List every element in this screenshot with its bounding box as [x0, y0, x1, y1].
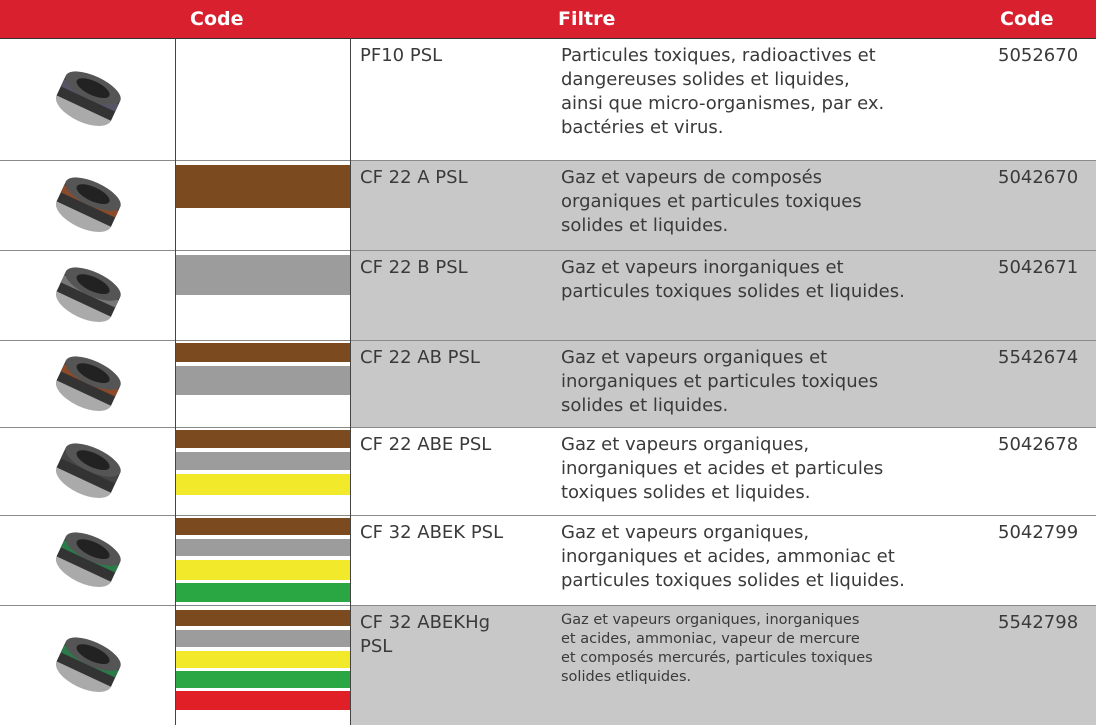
- filter-image: [55, 443, 121, 499]
- filter-description: dangereuses solides et liquides,: [561, 69, 850, 90]
- filter-code: 5052670: [998, 45, 1079, 66]
- row-separator: [0, 38, 1096, 39]
- color-band: [176, 583, 350, 602]
- filter-description: et acides, ammoniac, vapeur de mercure: [561, 631, 860, 647]
- filter-name: CF 32 ABEK PSL: [360, 522, 504, 543]
- filter-name: CF 32 ABEKHg: [360, 612, 491, 633]
- row-background: [350, 250, 1096, 340]
- filter-code: 5042670: [998, 167, 1079, 188]
- color-band: [176, 165, 350, 208]
- filter-image: [55, 267, 121, 323]
- filter-code: 5042671: [998, 257, 1079, 278]
- filter-description: ainsi que micro-organismes, par ex.: [561, 93, 885, 114]
- row-separator: [0, 605, 1096, 606]
- color-band: [176, 560, 350, 580]
- filter-description: toxiques solides et liquides.: [561, 482, 811, 503]
- color-band: [176, 366, 350, 395]
- color-band: [176, 430, 350, 448]
- color-band: [176, 452, 350, 470]
- color-band: [176, 630, 350, 647]
- filter-name: CF 22 B PSL: [360, 257, 468, 278]
- color-band: [176, 610, 350, 626]
- header-cell: Filtre: [558, 8, 616, 30]
- column-line: [350, 38, 351, 725]
- header-cell: Code: [190, 8, 244, 30]
- header-cell: Code: [1000, 8, 1054, 30]
- filter-code: 5542674: [998, 347, 1079, 368]
- color-band: [176, 539, 350, 556]
- filter-name: PSL: [360, 636, 393, 657]
- filter-description: particules toxiques solides et liquides.: [561, 281, 905, 302]
- filter-code: 5042799: [998, 522, 1079, 543]
- filter-image: [55, 177, 121, 233]
- filter-description: inorganiques et acides et particules: [561, 458, 884, 479]
- filter-description: solides et liquides.: [561, 395, 729, 416]
- filter-description: particules toxiques solides et liquides.: [561, 570, 905, 591]
- filter-code: 5042678: [998, 434, 1079, 455]
- filter-description: bactéries et virus.: [561, 117, 724, 138]
- filter-description: solides etliquides.: [561, 669, 692, 685]
- filter-name: PF10 PSL: [360, 45, 443, 66]
- color-band: [176, 474, 350, 495]
- row-background: [350, 160, 1096, 250]
- filter-description: solides et liquides.: [561, 215, 729, 236]
- filter-image: [55, 532, 121, 588]
- filter-description: Gaz et vapeurs organiques, inorganiques: [561, 612, 860, 628]
- row-separator: [0, 427, 1096, 428]
- row-separator: [0, 340, 1096, 341]
- filter-image: [55, 637, 121, 693]
- color-band: [176, 343, 350, 362]
- table-header: Code Filtre Code: [0, 0, 1096, 38]
- filter-name: CF 22 ABE PSL: [360, 434, 492, 455]
- filter-description: organiques et particules toxiques: [561, 191, 862, 212]
- filter-image: [55, 355, 121, 411]
- color-band: [176, 255, 350, 295]
- filter-code: 5542798: [998, 612, 1079, 633]
- color-band: [176, 691, 350, 710]
- filter-name: CF 22 AB PSL: [360, 347, 480, 368]
- filter-description: et composés mercurés, particules toxique…: [561, 650, 873, 666]
- row-background: [350, 340, 1096, 427]
- color-band: [176, 671, 350, 688]
- filter-description: Gaz et vapeurs organiques et: [561, 347, 828, 368]
- filter-description: Gaz et vapeurs organiques,: [561, 434, 810, 455]
- color-band: [176, 518, 350, 535]
- filter-name: CF 22 A PSL: [360, 167, 468, 188]
- filter-description: Gaz et vapeurs organiques,: [561, 522, 810, 543]
- row-separator: [0, 515, 1096, 516]
- color-band: [176, 651, 350, 668]
- filter-description: Gaz et vapeurs de composés: [561, 167, 823, 188]
- row-separator: [0, 250, 1096, 251]
- filter-description: Gaz et vapeurs inorganiques et: [561, 257, 844, 278]
- filter-image: [55, 71, 121, 127]
- filter-description: Particules toxiques, radioactives et: [561, 45, 876, 66]
- row-separator: [0, 160, 1096, 161]
- filter-description: inorganiques et acides, ammoniac et: [561, 546, 895, 567]
- row-background: [350, 605, 1096, 725]
- column-line: [175, 38, 176, 725]
- filter-description: inorganiques et particules toxiques: [561, 371, 879, 392]
